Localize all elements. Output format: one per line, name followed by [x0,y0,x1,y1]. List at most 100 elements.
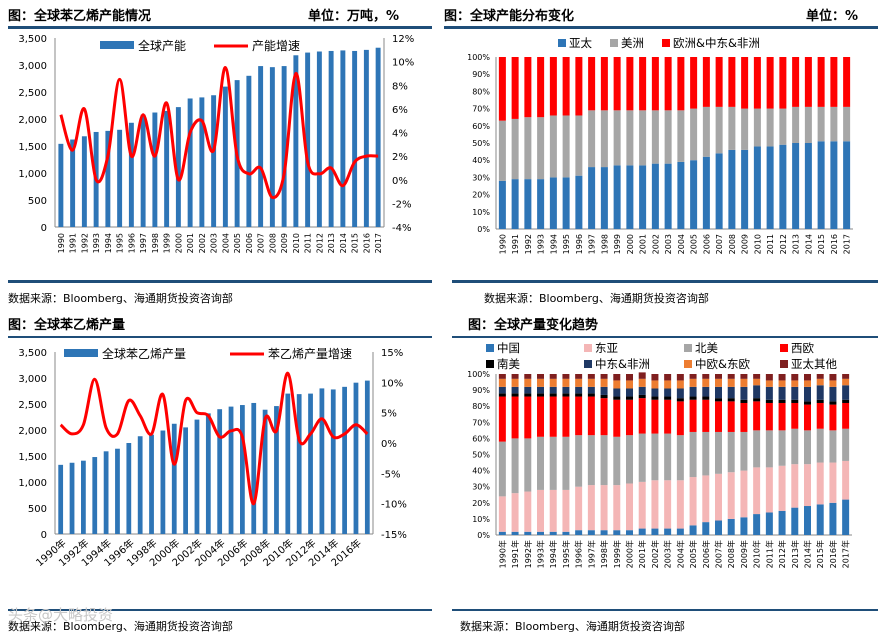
legend-swatch [584,360,592,368]
bar-全球产能 [105,130,111,227]
x-tick-label: 1992 [524,234,533,254]
stack-segment-西欧 [829,404,837,431]
bar-全球苯乙烯产量 [364,380,370,534]
stack-segment-南美 [816,399,824,403]
x-tick-label: 2005年 [688,540,698,568]
bar-全球产能 [58,143,64,227]
stack-segment-中东&非洲 [626,388,633,397]
stack-segment-西欧 [689,399,697,432]
stack-segment-东亚 [689,477,697,526]
bar-全球苯乙烯产量 [342,386,347,534]
x-tick-label: 2011年 [764,540,774,568]
stack-segment-欧洲&中东&非洲 [779,57,787,109]
stack-segment-南美 [842,399,850,403]
stack-segment-亚太其他 [651,374,659,381]
stack-segment-南美 [804,401,811,405]
stack-segment-中国 [765,512,773,535]
stack-segment-中东&非洲 [511,386,519,394]
legend-swatch [584,344,592,352]
stack-segment-亚太其他 [575,374,583,379]
x-tick-label: 2013 [792,234,801,254]
stack-segment-亚太其他 [727,374,735,379]
x-tick-label: 1996年 [574,540,584,568]
legend-label: 亚太其他 [791,357,837,371]
stack-segment-东亚 [498,496,506,532]
stack-segment-南美 [791,399,799,403]
stack-segment-西欧 [676,401,684,436]
stack-segment-美洲 [651,110,659,164]
stack-segment-北美 [715,431,722,474]
y-tick-label: 0% [477,225,490,234]
legend-label: 中国 [497,341,520,355]
bar-全球苯乙烯产量 [137,436,143,534]
x-tick-label: 2009年 [739,540,749,568]
stack-segment-东亚 [511,493,519,532]
legend-label: 亚太 [569,36,592,50]
stack-segment-东亚 [664,480,672,529]
stack-segment-东亚 [587,485,595,531]
stack-segment-美洲 [677,110,685,162]
stack-segment-亚太其他 [587,374,595,379]
stack-segment-南美 [676,398,684,402]
stack-segment-中欧&东欧 [524,378,532,387]
panel3-bottom-rule [8,609,432,611]
legend-label: 欧洲&中东&非洲 [673,36,760,50]
stack-segment-亚太其他 [702,374,710,379]
stack-segment-欧洲&中东&非洲 [626,57,634,111]
x-tick-label: 2003年 [663,540,673,568]
y-tick-label: 70% [472,418,490,427]
left-tick-label: 0 [41,530,47,541]
bar-全球苯乙烯产量 [353,382,359,534]
x-tick-label: 2014 [339,233,348,253]
bar-全球苯乙烯产量 [160,430,166,534]
stack-segment-亚太其他 [829,374,837,381]
stack-segment-南美 [740,399,748,403]
x-tick-label: 2007年 [714,540,724,568]
x-tick-label: 2001 [639,234,648,254]
right-tick-label: -5% [381,469,400,480]
stack-segment-美洲 [524,117,532,180]
x-tick-label: 1991 [69,233,78,253]
stack-segment-中国 [498,531,506,535]
stack-segment-中欧&东欧 [587,378,595,387]
stack-segment-亚太 [511,179,519,229]
stack-segment-欧洲&中东&非洲 [817,57,825,107]
line-苯乙烯产量增速 [59,371,369,506]
stack-segment-西欧 [740,402,748,432]
stack-segment-欧洲&中东&非洲 [741,57,749,109]
bar-全球产能 [340,50,346,227]
stack-segment-美洲 [600,110,608,168]
panel3-title: 图：全球苯乙烯产量 [8,318,126,333]
x-tick-label: 1993 [537,234,546,254]
legend-label: 苯乙烯产量增速 [268,347,352,361]
stack-segment-南美 [689,396,697,400]
right-tick-label: 2% [392,152,408,163]
stack-segment-亚太 [651,163,659,229]
x-tick-label: 2016 [362,233,371,253]
stack-segment-西欧 [626,399,633,436]
stack-segment-欧洲&中东&非洲 [549,57,557,116]
stack-segment-中欧&东欧 [791,380,799,387]
stack-segment-中欧&东欧 [664,380,672,389]
x-tick-label: 2001 [186,233,195,253]
stack-segment-欧洲&中东&非洲 [664,57,672,111]
legend-swatch [684,360,692,368]
stack-segment-北美 [626,435,633,484]
stack-segment-欧洲&中东&非洲 [792,57,800,107]
legend-swatch [684,344,692,352]
stack-segment-东亚 [562,489,570,532]
legend-swatch [558,39,566,47]
stack-segment-南美 [524,393,532,397]
stack-segment-北美 [537,436,544,490]
bar-全球产能 [375,47,381,227]
stack-segment-美洲 [741,108,749,150]
panel2-title: 图：全球产能分布变化 [444,9,575,24]
stack-segment-美洲 [702,106,710,157]
bar-全球苯乙烯产量 [217,409,223,534]
right-tick-label: -2% [392,199,411,210]
stack-segment-东亚 [638,481,646,529]
x-tick-label: 2012 [779,234,788,254]
stack-segment-欧洲&中东&非洲 [830,57,838,107]
stack-segment-中欧&东欧 [651,380,659,389]
stack-segment-中国 [664,528,672,535]
